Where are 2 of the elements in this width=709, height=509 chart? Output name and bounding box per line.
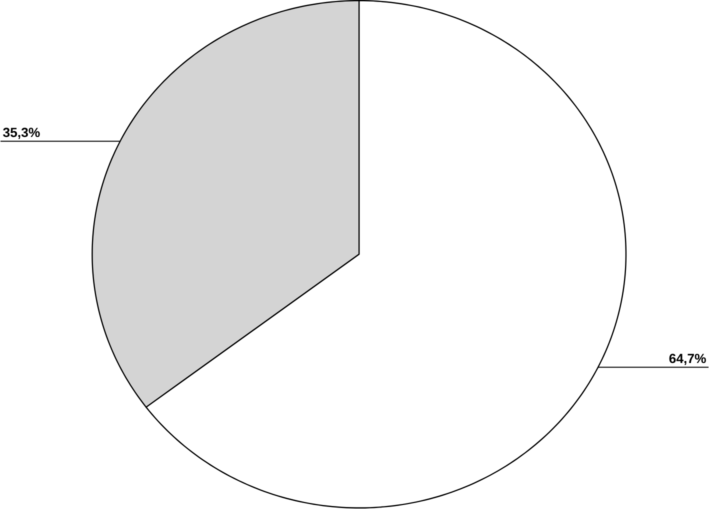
data-label: 35,3%: [3, 128, 40, 140]
data-label: 64,7%: [669, 354, 706, 366]
